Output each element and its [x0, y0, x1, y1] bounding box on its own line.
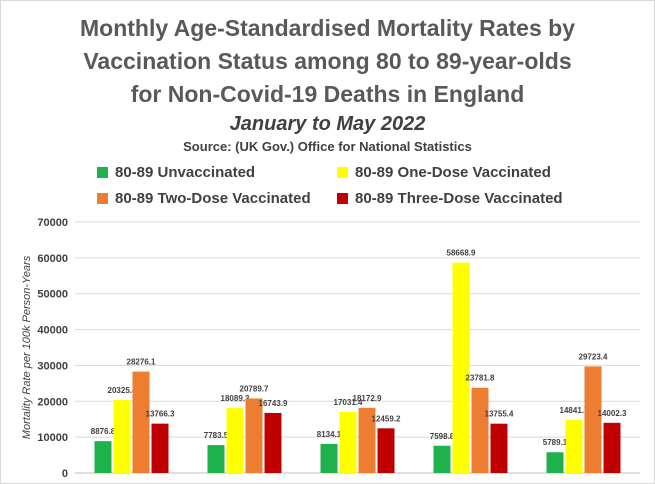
bar: [546, 452, 564, 473]
data-label: 14841.7: [560, 406, 589, 415]
data-label: 12459.2: [372, 414, 401, 423]
data-label: 14002.3: [598, 409, 627, 418]
bar: [584, 366, 602, 473]
bar: [264, 412, 282, 473]
legend-label-one-dose: 80-89 One-Dose Vaccinated: [355, 163, 551, 181]
y-tick-label: 40000: [37, 325, 68, 337]
legend-swatch-one-dose: [337, 166, 348, 178]
y-tick-label: 20000: [37, 396, 68, 408]
data-label: 58668.9: [447, 249, 476, 258]
data-label: 28276.1: [127, 358, 156, 367]
data-label: 18089.3: [221, 394, 250, 403]
bar: [358, 407, 376, 473]
data-label: 8876.8: [91, 427, 116, 436]
bar: [132, 371, 150, 473]
data-label: 20789.7: [240, 384, 269, 393]
bar: [226, 408, 244, 473]
data-label: 23781.8: [466, 374, 495, 383]
y-axis-title: Mortality Rate per 100k Person-Years: [21, 255, 33, 439]
data-label: 8134.1: [317, 430, 342, 439]
chart-title-line-3: for Non-Covid-19 Deaths in England: [130, 81, 525, 107]
chart-subtitle: January to May 2022: [229, 113, 426, 135]
y-tick-label: 30000: [37, 360, 68, 372]
data-label: 29723.4: [579, 352, 608, 361]
bar: [245, 398, 263, 473]
chart-title-line-1: Monthly Age-Standardised Mortality Rates…: [80, 15, 575, 41]
data-label: 17031.4: [334, 398, 363, 407]
legend-label-two-dose: 80-89 Two-Dose Vaccinated: [115, 189, 311, 207]
bar: [151, 423, 169, 473]
bar: [207, 445, 225, 473]
bar: [320, 443, 338, 473]
bar: [113, 400, 131, 473]
bar: [339, 411, 357, 473]
y-tick-label: 50000: [37, 289, 68, 301]
data-label: 7598.8: [430, 432, 455, 441]
chart-title-line-2: Vaccination Status among 80 to 89-year-o…: [83, 48, 572, 74]
data-label: 7783.5: [204, 431, 229, 440]
data-label: 13755.4: [485, 410, 514, 419]
chart-source: Source: (UK Gov.) Office for National St…: [183, 139, 472, 154]
legend-item-unvaccinated: 80-89 Unvaccinated: [97, 163, 256, 181]
legend-swatch-two-dose: [97, 192, 108, 204]
y-tick-label: 0: [62, 468, 68, 480]
data-label: 5789.1: [543, 438, 568, 447]
bar: [490, 423, 508, 473]
data-label: 13766.3: [146, 410, 175, 419]
data-label: 20325.4: [108, 386, 137, 395]
legend-item-one-dose: 80-89 One-Dose Vaccinated: [337, 163, 551, 181]
y-tick-label: 10000: [37, 432, 68, 444]
data-label: 16743.9: [259, 399, 288, 408]
bar: [452, 262, 470, 473]
legend-label-unvaccinated: 80-89 Unvaccinated: [115, 163, 256, 181]
legend-item-two-dose: 80-89 Two-Dose Vaccinated: [97, 189, 311, 207]
y-tick-label: 70000: [37, 217, 68, 229]
legend-label-three-dose: 80-89 Three-Dose Vaccinated: [355, 189, 563, 207]
legend-item-three-dose: 80-89 Three-Dose Vaccinated: [337, 189, 563, 207]
data-label: 18172.9: [353, 394, 382, 403]
bar: [565, 419, 583, 473]
legend-swatch-three-dose: [337, 192, 348, 204]
bar: [377, 428, 395, 473]
bar: [94, 441, 112, 473]
legend-swatch-unvaccinated: [97, 166, 108, 178]
bar: [433, 445, 451, 473]
y-tick-label: 60000: [37, 253, 68, 265]
bar: [471, 387, 489, 473]
bar: [603, 422, 621, 473]
